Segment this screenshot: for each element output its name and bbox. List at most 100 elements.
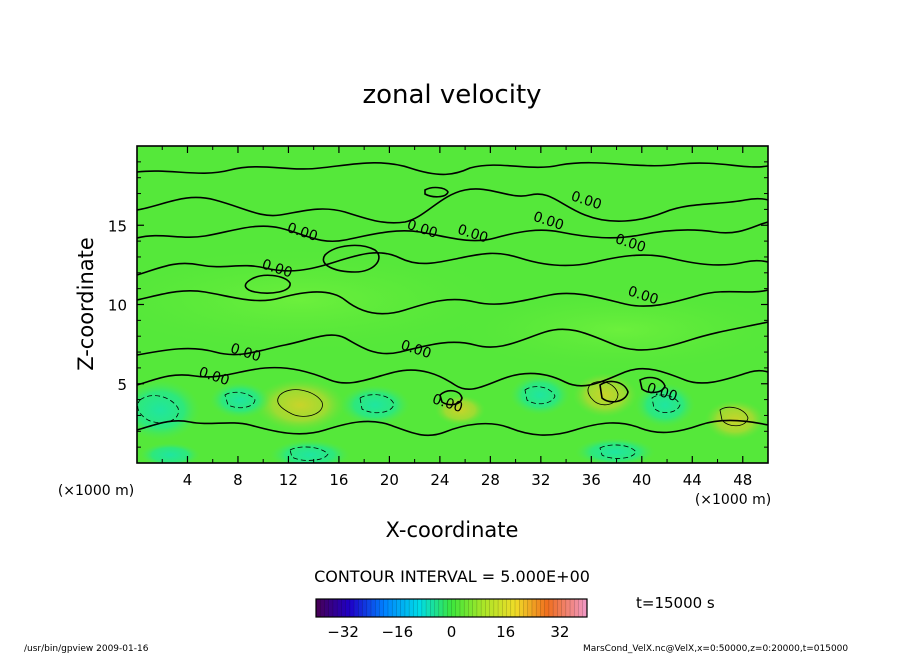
colorbar-cell: [371, 599, 376, 617]
contour-loop: [639, 376, 666, 394]
colorbar: −32 −16 0 16 32: [315, 598, 588, 641]
colorbar-cell: [375, 599, 380, 617]
z-tick-label: 15: [108, 217, 127, 235]
colorbar-frame: [315, 598, 588, 618]
colorbar-cell: [358, 599, 363, 617]
negative-region: [140, 443, 200, 463]
contour-zero: [137, 366, 768, 390]
colorbar-cell: [553, 599, 558, 617]
z-unit-label: (×1000 m): [58, 483, 134, 499]
positive-region: [255, 379, 345, 431]
colorbar-cell: [337, 599, 342, 617]
colorbar-cell: [472, 599, 478, 617]
negative-region: [575, 438, 655, 463]
x-tick-label: 24: [430, 471, 449, 489]
contour-positive: [277, 389, 323, 417]
colorbar-cell: [320, 599, 325, 617]
colorbar-cell: [404, 599, 410, 617]
contour-negative: [137, 395, 179, 424]
colorbar-cell: [455, 599, 461, 617]
x-tick-label: 40: [632, 471, 651, 489]
colorbar-cell: [383, 599, 389, 617]
colorbar-cell: [481, 599, 486, 617]
colorbar-ticks: −32 −16 0 16 32: [327, 623, 569, 641]
colorbar-cell: [417, 599, 423, 617]
colorbar-cell: [523, 599, 529, 617]
colorbar-cell: [561, 599, 567, 617]
contour-negative: [599, 444, 637, 459]
z-tick-label: 10: [108, 297, 127, 315]
colorbar-cell: [498, 599, 503, 617]
x-tick-label: 12: [279, 471, 298, 489]
footer-right: MarsCond_VelX.nc@VelX,x=0:50000,z=0:2000…: [583, 644, 848, 654]
colorbar-cell: [519, 599, 524, 617]
colorbar-cell: [400, 599, 406, 617]
negative-region: [340, 385, 410, 425]
contour-lines: [137, 161, 768, 437]
colorbar-cell: [354, 599, 359, 617]
x-tick-label: 28: [481, 471, 500, 489]
negative-region: [270, 440, 350, 463]
colorbar-cell: [574, 599, 579, 617]
colorbar-cell: [468, 599, 473, 617]
negative-region: [635, 383, 695, 427]
contour-loop: [424, 186, 449, 198]
negative-region: [510, 375, 570, 415]
colorbar-cell: [502, 599, 507, 617]
colorbar-cell: [324, 599, 330, 617]
colorbar-cell: [489, 599, 495, 617]
colorbar-cell: [392, 599, 397, 617]
x-axis-ticks: 4 8 12 16 20 24 28 32 36 40 44 48: [161, 146, 752, 489]
colorbar-cell: [506, 599, 512, 617]
x-tick-label: 20: [380, 471, 399, 489]
contour-lines-dashed: [137, 386, 681, 461]
footer-left: /usr/bin/gpview 2009-01-16: [24, 644, 149, 654]
x-tick-label: 44: [683, 471, 702, 489]
contour-lines-thin: [277, 381, 749, 427]
contour-positive: [719, 406, 749, 427]
colorbar-cell: [565, 599, 571, 617]
colorbar-cell: [540, 599, 545, 617]
contour-zero: [137, 289, 768, 315]
time-label: t=15000 s: [636, 594, 715, 612]
colorbar-cell: [476, 599, 482, 617]
contour-negative: [651, 394, 681, 413]
negative-region: [137, 380, 200, 440]
negative-region: [210, 382, 270, 418]
colorbar-cell: [316, 599, 321, 617]
plot-area: 0.000.000.00 0.000.000.000.000.000.00 0.00…: [137, 146, 768, 463]
z-tick-label: 5: [117, 376, 127, 394]
contour-loop: [322, 244, 380, 273]
colorbar-cell: [459, 599, 465, 617]
contour-zero: [137, 252, 768, 276]
light-band: [460, 290, 768, 370]
x-tick-label: 4: [183, 471, 193, 489]
colorbar-cells: [315, 599, 588, 617]
light-band: [137, 250, 500, 350]
z-axis-ticks: 5 10 15: [108, 161, 768, 448]
x-tick-label: 32: [531, 471, 550, 489]
colorbar-cell: [379, 599, 385, 617]
x-unit-label: (×1000 m): [695, 492, 771, 508]
contour-negative: [524, 386, 556, 405]
colorbar-cell: [544, 599, 550, 617]
colorbar-cell: [345, 599, 351, 617]
contour-zero: [137, 221, 768, 242]
colorbar-tick-label: 16: [496, 623, 515, 641]
colorbar-cell: [341, 599, 346, 617]
colorbar-tick-label: 32: [550, 623, 569, 641]
colorbar-cell: [582, 599, 588, 617]
colorbar-cell: [493, 599, 499, 617]
colorbar-cell: [570, 599, 575, 617]
colorbar-cell: [443, 599, 448, 617]
colorbar-cell: [447, 599, 452, 617]
contour-negative: [289, 446, 329, 461]
colorbar-cell: [548, 599, 554, 617]
colorbar-cell: [387, 599, 393, 617]
colorbar-cell: [409, 599, 414, 617]
x-axis-label: X-coordinate: [386, 518, 519, 542]
contour-loop: [244, 274, 291, 294]
colorbar-cell: [536, 599, 541, 617]
x-tick-label: 16: [329, 471, 348, 489]
